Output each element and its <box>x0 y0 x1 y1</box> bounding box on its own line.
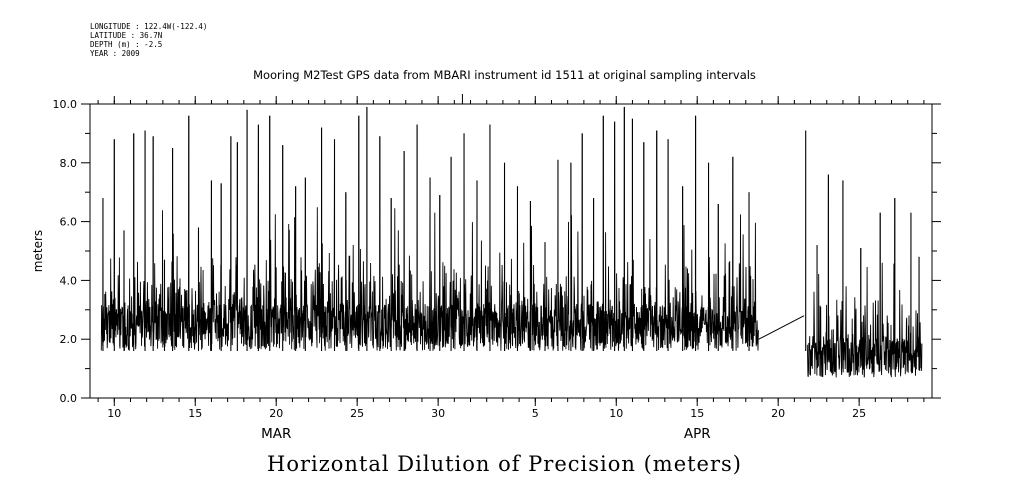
y-tick-label: 2.0 <box>60 333 78 346</box>
gap-interpolation-line <box>758 315 805 340</box>
x-tick-label: 25 <box>350 407 364 420</box>
longitude-label: LONGITUDE : 122.4W(-122.4) <box>90 22 208 31</box>
month-label: APR <box>684 426 711 442</box>
x-tick-label: 10 <box>609 407 623 420</box>
latitude-label: LATITUDE : 36.7N <box>90 31 163 40</box>
month-label: MAR <box>261 426 291 442</box>
series-line-segment <box>100 106 760 351</box>
y-tick-label: 4.0 <box>60 274 78 287</box>
x-tick-label: 20 <box>771 407 785 420</box>
metadata-block: LONGITUDE : 122.4W(-122.4) LATITUDE : 36… <box>90 22 207 58</box>
chart-title: Mooring M2Test GPS data from MBARI instr… <box>253 68 756 82</box>
y-tick-label: 6.0 <box>60 216 78 229</box>
y-tick-label: 8.0 <box>60 157 78 170</box>
x-tick-label: 20 <box>269 407 283 420</box>
x-tick-label: 15 <box>188 407 202 420</box>
y-tick-label: 10.0 <box>53 98 78 111</box>
x-tick-label: 5 <box>532 407 539 420</box>
year-label: YEAR : 2009 <box>90 49 140 58</box>
x-tick-label: 10 <box>107 407 121 420</box>
depth-label: DEPTH (m) : -2.5 <box>90 40 163 49</box>
x-tick-label: 15 <box>690 407 704 420</box>
footer-title: Horizontal Dilution of Precision (meters… <box>267 452 742 476</box>
x-tick-label: 30 <box>431 407 445 420</box>
y-axis-label: meters <box>31 230 45 272</box>
x-tick-label: 25 <box>852 407 866 420</box>
y-tick-label: 0.0 <box>60 392 78 405</box>
series-line-segment <box>806 174 923 378</box>
